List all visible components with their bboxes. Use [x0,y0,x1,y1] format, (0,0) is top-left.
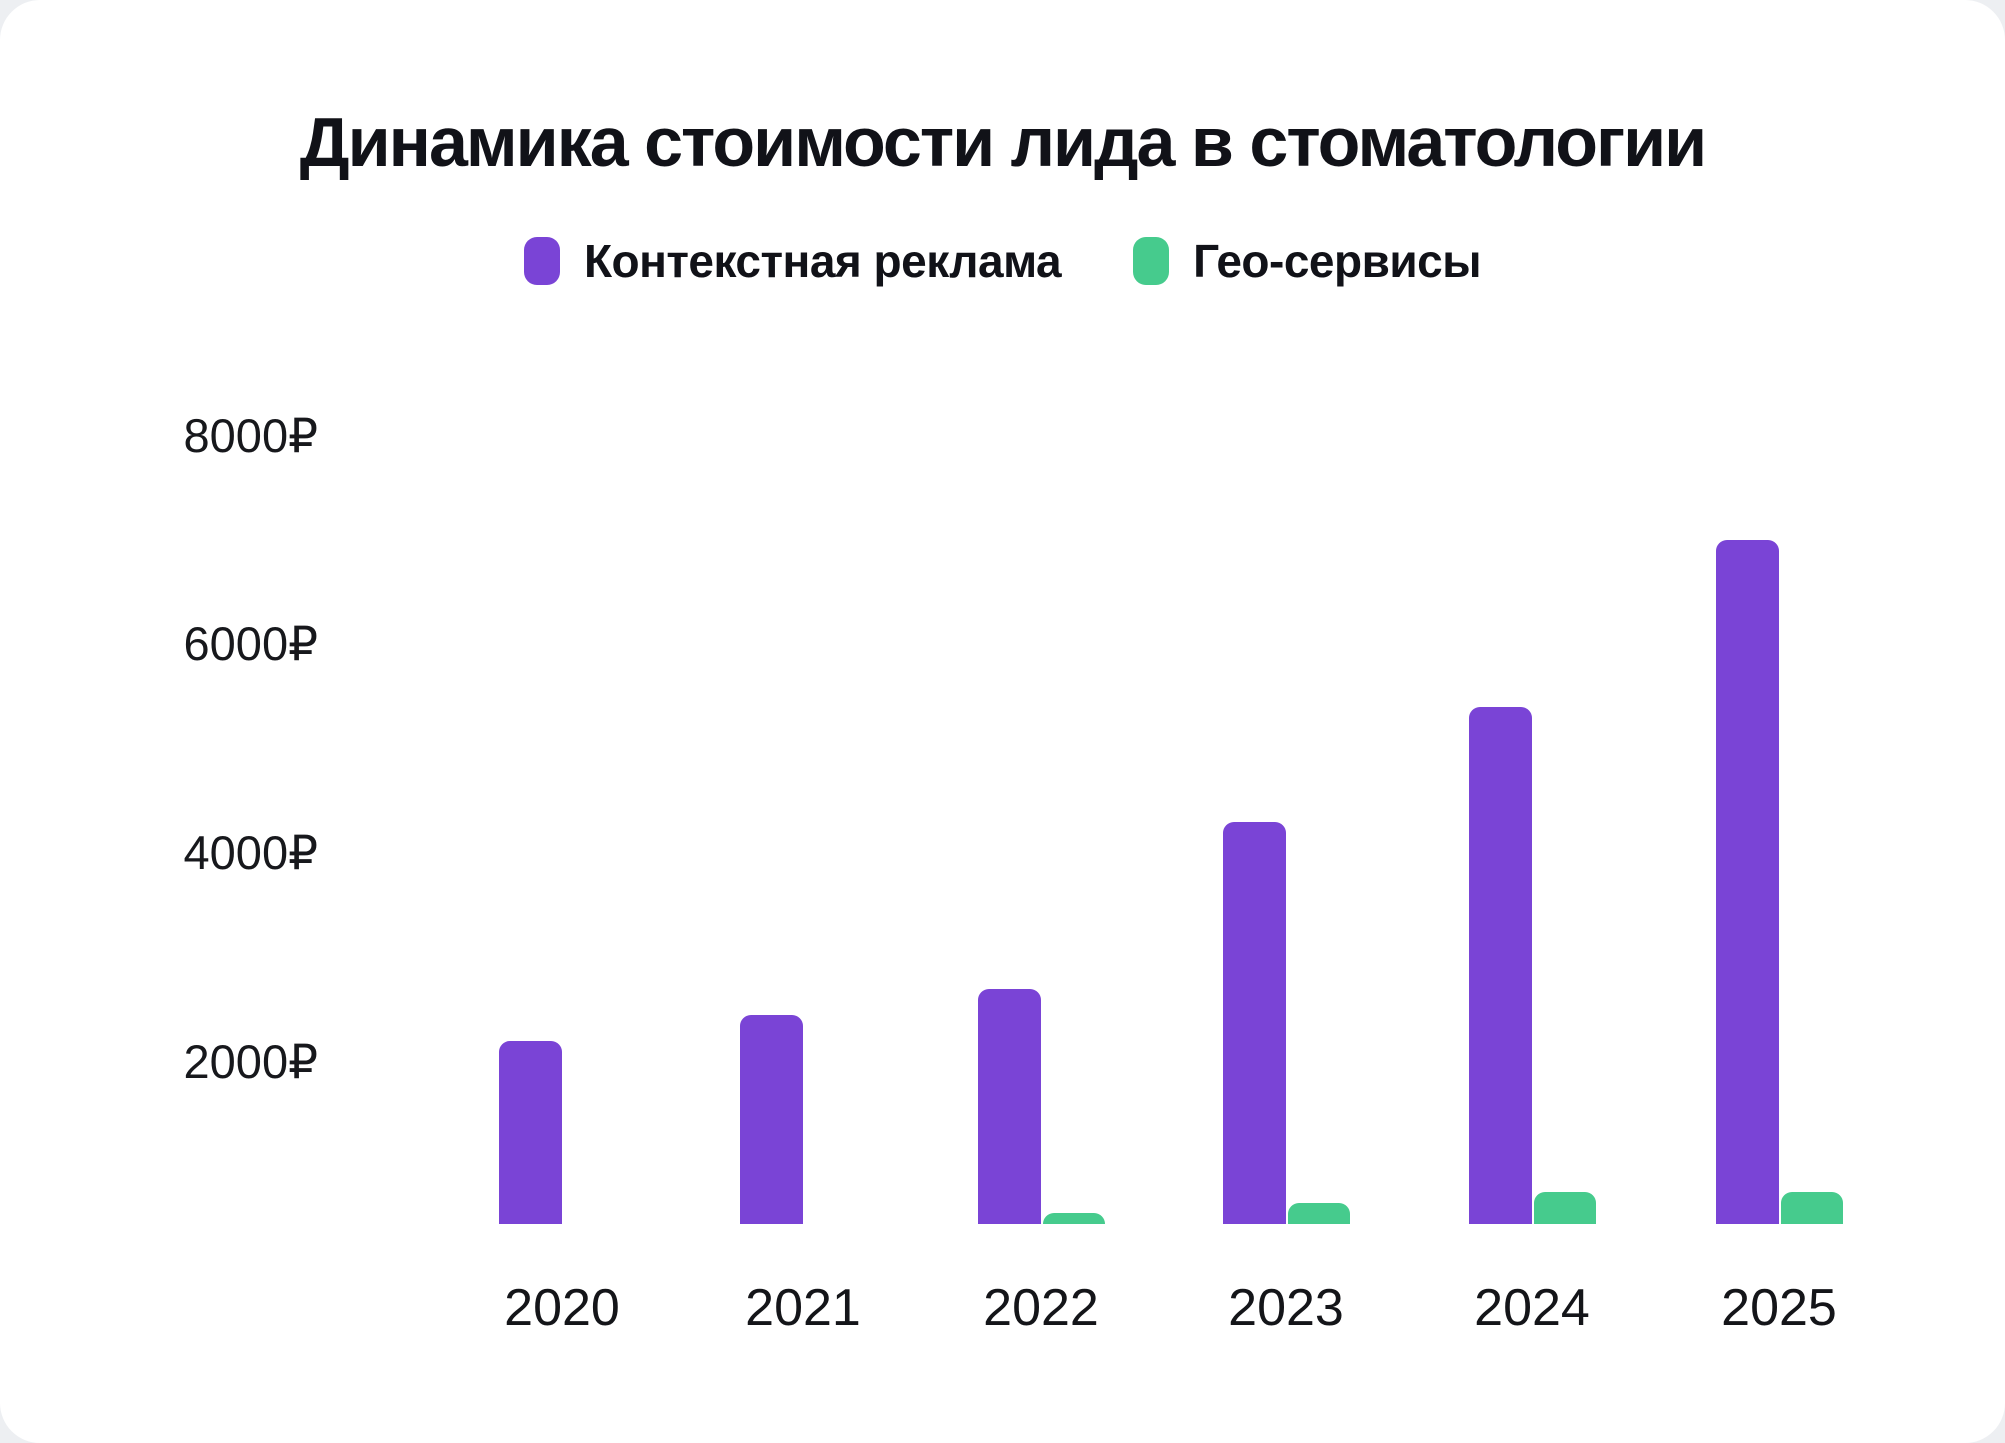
bar-context-ads-2021 [740,1014,803,1224]
plot-area [499,540,1843,1224]
y-tick-2000: 2000₽ [183,1034,318,1088]
bar-context-ads-2024 [1469,706,1532,1224]
y-tick-6000: 6000₽ [183,617,318,671]
bar-geo-services-2024 [1534,1192,1596,1224]
x-axis-label-2020: 2020 [504,1279,620,1337]
y-tick-4000: 4000₽ [183,826,318,880]
x-axis-label-2022: 2022 [983,1279,1099,1337]
x-axis-label-2025: 2025 [1721,1279,1837,1337]
legend-item-context-ads: Контекстная реклама [523,234,1062,288]
chart-title: Динамика стоимости лида в стоматологии [299,103,1707,181]
bar-context-ads-2023 [1223,821,1286,1224]
bar-geo-services-2023 [1288,1202,1350,1224]
legend-swatch-icon [1133,237,1170,285]
y-tick-8000: 8000₽ [183,408,318,462]
bar-context-ads-2020 [499,1040,562,1224]
bar-geo-services-2025 [1781,1192,1843,1224]
bar-context-ads-2022 [978,988,1041,1224]
x-axis-label-2021: 2021 [745,1279,861,1337]
x-axis-label-2023: 2023 [1228,1279,1344,1337]
bar-geo-services-2022 [1043,1213,1105,1224]
chart-legend: Контекстная реклама Гео-сервисы [0,234,2005,288]
legend-label: Гео-сервисы [1193,235,1482,287]
bar-context-ads-2025 [1716,540,1779,1224]
legend-item-geo-services: Гео-сервисы [1133,234,1482,288]
legend-label: Контекстная реклама [583,235,1062,287]
x-axis-label-2024: 2024 [1474,1279,1590,1337]
legend-swatch-icon [523,237,560,285]
